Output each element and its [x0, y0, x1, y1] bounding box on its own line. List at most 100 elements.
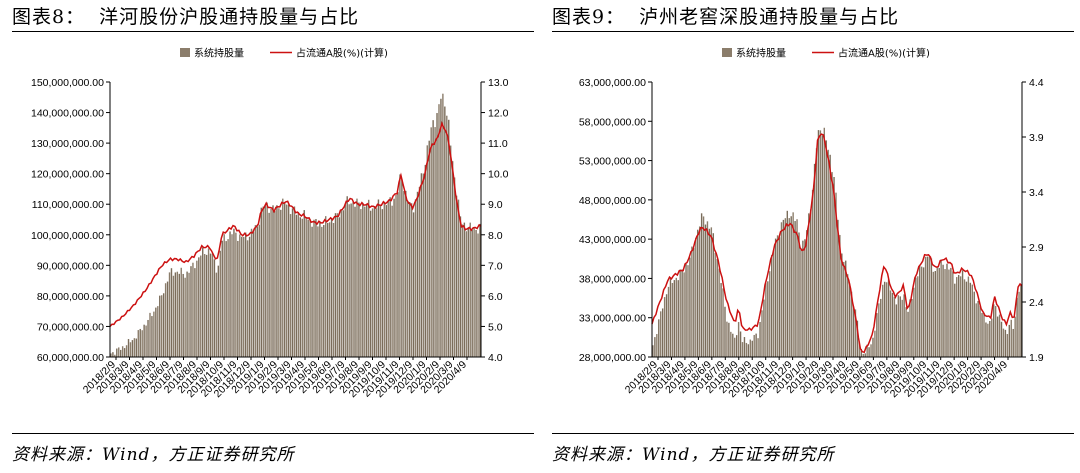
- bar: [418, 186, 421, 357]
- bar: [338, 217, 341, 357]
- bar: [782, 219, 785, 357]
- bar: [192, 262, 194, 357]
- bar: [673, 280, 676, 357]
- bar: [741, 342, 744, 357]
- bar: [250, 228, 253, 357]
- bar: [1016, 297, 1018, 357]
- bar: [147, 319, 149, 357]
- bar: [759, 321, 761, 357]
- bar: [983, 312, 985, 357]
- bar: [469, 222, 471, 357]
- bar: [926, 256, 929, 357]
- y-left-tick-label: 60,000,000.00: [37, 352, 104, 364]
- bar: [998, 314, 1001, 357]
- bar: [994, 306, 997, 357]
- bar: [153, 311, 155, 357]
- bar: [186, 271, 188, 357]
- bar: [835, 192, 837, 357]
- bar: [221, 240, 223, 357]
- bar: [691, 246, 693, 357]
- bar: [328, 222, 331, 357]
- bar: [876, 313, 878, 357]
- line-series: [109, 120, 482, 327]
- bar: [282, 198, 284, 357]
- bar: [446, 115, 448, 357]
- bar: [959, 276, 962, 357]
- bar: [362, 202, 364, 357]
- bar: [989, 320, 991, 357]
- bar: [217, 265, 220, 357]
- bar: [135, 338, 138, 357]
- bar: [248, 236, 251, 357]
- bar: [763, 299, 765, 357]
- bar: [798, 232, 800, 357]
- bar: [850, 291, 853, 357]
- bar: [116, 348, 118, 357]
- bar: [774, 238, 777, 357]
- bar: [280, 209, 282, 357]
- bar: [479, 223, 481, 357]
- bar: [769, 271, 771, 357]
- bar: [426, 145, 428, 357]
- y-left-tick-label: 130,000,000.00: [31, 138, 104, 150]
- bar: [977, 300, 979, 357]
- bar: [410, 203, 413, 357]
- bar: [196, 260, 198, 357]
- y-left-tick-label: 33,000,000.00: [579, 313, 646, 325]
- bar: [685, 264, 687, 357]
- bar: [885, 282, 888, 357]
- bar: [658, 319, 660, 357]
- bar: [284, 202, 286, 357]
- bar: [950, 267, 952, 357]
- bar: [133, 338, 136, 357]
- y-left-tick-label: 43,000,000.00: [579, 234, 646, 246]
- y-right-tick-label: 11.0: [488, 138, 508, 150]
- bar: [123, 348, 126, 357]
- bar: [975, 303, 977, 357]
- line-series: [651, 133, 1023, 354]
- bar-line-chart: 系统持股量 占流通A股(%)(计算) 60,000,000.00 70,000,000…: [31, 47, 509, 401]
- bar: [176, 271, 179, 357]
- y-right-tick-label: 1.9: [1029, 352, 1044, 364]
- bar: [172, 275, 175, 357]
- bar: [772, 249, 775, 357]
- bar: [323, 225, 325, 357]
- bar: [1010, 319, 1012, 357]
- bar: [430, 127, 432, 357]
- bar: [297, 211, 300, 357]
- bar: [1006, 334, 1009, 357]
- bar: [860, 348, 862, 357]
- bar: [839, 234, 841, 357]
- bar: [706, 221, 709, 357]
- bar: [704, 224, 707, 357]
- bar: [295, 214, 298, 357]
- bar: [393, 198, 395, 357]
- bar: [718, 268, 720, 357]
- bar: [145, 325, 147, 357]
- legend-bar-label: 系统持股量: [194, 47, 244, 60]
- bar: [270, 208, 272, 357]
- bar: [702, 216, 705, 357]
- bar: [874, 330, 876, 357]
- bar: [919, 265, 921, 357]
- bar: [911, 299, 913, 357]
- bar: [143, 324, 145, 357]
- bar: [237, 240, 239, 357]
- bar: [252, 231, 255, 357]
- bar: [961, 270, 964, 357]
- y-left-tick-label: 120,000,000.00: [31, 169, 104, 181]
- y-right-tick-label: 10.0: [488, 169, 509, 181]
- bar: [162, 293, 165, 357]
- bar: [784, 218, 787, 357]
- bar: [815, 148, 818, 357]
- bar: [786, 210, 788, 357]
- y-left-tick-label: 150,000,000.00: [31, 77, 104, 89]
- bar: [753, 334, 755, 357]
- y-right-tick-label: 3.4: [1029, 187, 1044, 199]
- bar: [811, 189, 814, 357]
- bar: [219, 250, 221, 357]
- y-right-tick-label: 9.0: [488, 199, 503, 211]
- legend-bar-swatch: [722, 48, 732, 57]
- bar: [465, 231, 468, 357]
- y-left-tick-label: 100,000,000.00: [31, 230, 104, 242]
